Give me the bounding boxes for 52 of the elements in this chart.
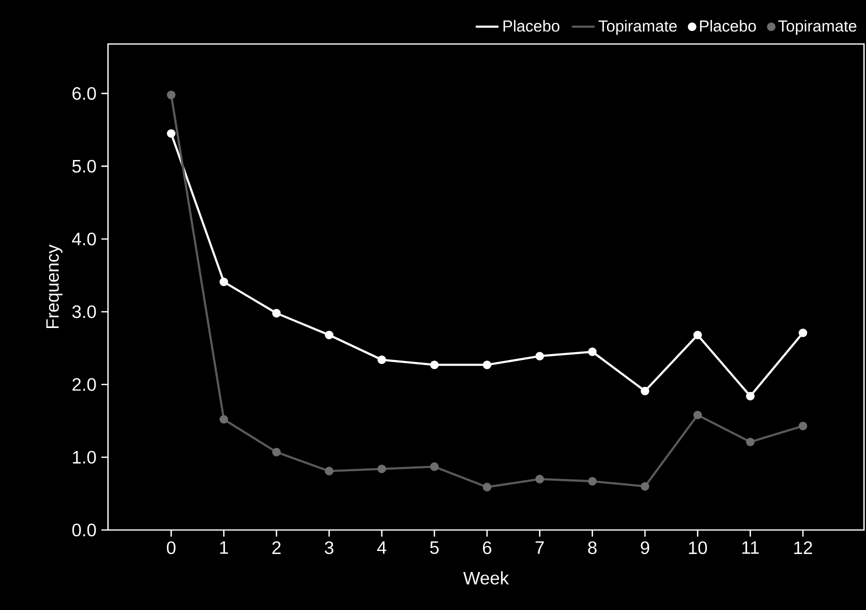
point bbox=[272, 448, 281, 456]
point bbox=[166, 90, 176, 100]
point bbox=[220, 278, 228, 286]
point bbox=[324, 330, 334, 340]
x-tick-label: 10 bbox=[689, 541, 707, 554]
point bbox=[693, 410, 702, 420]
point bbox=[378, 464, 386, 474]
point bbox=[588, 347, 597, 356]
x-tick-label: 2 bbox=[272, 541, 281, 554]
point bbox=[166, 129, 176, 138]
point bbox=[746, 438, 755, 446]
x-tick-label: 7 bbox=[536, 541, 544, 554]
y-tick-label: 6.0 bbox=[72, 87, 96, 100]
point bbox=[482, 482, 492, 492]
y-tick-label: 0.0 bbox=[72, 524, 96, 536]
point bbox=[535, 352, 544, 360]
x-tick-label: 11 bbox=[742, 541, 759, 554]
x-tick-label: 4 bbox=[377, 541, 386, 554]
point bbox=[430, 462, 439, 471]
point bbox=[378, 355, 386, 364]
x-tick-label: 3 bbox=[324, 541, 334, 554]
point bbox=[535, 474, 544, 484]
point bbox=[640, 386, 650, 396]
point bbox=[324, 466, 334, 476]
x-tick-label: 5 bbox=[430, 541, 439, 554]
point bbox=[272, 308, 281, 318]
y-tick-label: 5.0 bbox=[72, 160, 96, 173]
point bbox=[640, 482, 650, 491]
y-tick-label: 4.0 bbox=[72, 232, 96, 246]
point bbox=[220, 415, 228, 424]
x-tick-label: 8 bbox=[588, 541, 597, 554]
y-tick-label: 1.0 bbox=[72, 450, 96, 464]
legend-label: Placebo bbox=[700, 20, 756, 32]
x-tick-label: 0 bbox=[166, 541, 176, 554]
x-axis-title: Week bbox=[463, 571, 509, 584]
point bbox=[798, 328, 808, 338]
point bbox=[482, 360, 492, 370]
legend-label: Topiramate bbox=[598, 20, 677, 35]
point bbox=[430, 360, 439, 370]
point bbox=[693, 330, 702, 340]
legend-label: Topiramate bbox=[778, 20, 856, 35]
y-axis-title: Frequency bbox=[46, 244, 62, 328]
x-tick-label: 1 bbox=[220, 541, 228, 554]
x-tick-label: 6 bbox=[482, 541, 492, 554]
y-tick-label: 3.0 bbox=[72, 305, 96, 318]
legend-label: Placebo bbox=[504, 20, 560, 32]
x-tick-label: 9 bbox=[640, 541, 650, 554]
x-tick-label: 12 bbox=[794, 541, 812, 554]
point bbox=[746, 392, 755, 400]
point bbox=[588, 476, 597, 486]
point bbox=[798, 422, 808, 430]
y-tick-label: 2.0 bbox=[72, 378, 96, 391]
